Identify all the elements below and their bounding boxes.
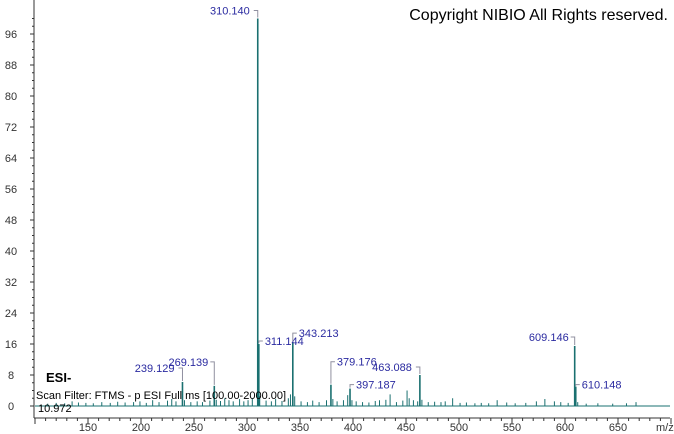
x-tick-label: 400 — [344, 422, 362, 434]
axes: 0 8 16 24 32 40 48 56 64 72 80 88 96 150 200 250 300 350 4… — [5, 0, 672, 434]
peak-label: 269.139 — [169, 357, 209, 369]
x-tick-label: 500 — [450, 422, 468, 434]
y-tick-label: 8 — [8, 370, 14, 382]
y-tick-label: 96 — [5, 29, 17, 41]
y-tick-label: 32 — [5, 277, 17, 289]
y-tick-label: 40 — [5, 246, 17, 258]
peak-label: 239.129 — [135, 363, 175, 375]
x-tick-label: 300 — [238, 422, 256, 434]
scan-filter-text: Scan Filter: FTMS - p ESI Full ms [100.0… — [36, 390, 286, 402]
peak-label: 310.140 — [210, 6, 250, 18]
y-tick-label: 24 — [5, 308, 17, 320]
x-tick-label: 550 — [503, 422, 521, 434]
x-tick-label: 450 — [397, 422, 415, 434]
peak-label: 343.213 — [299, 328, 339, 340]
peak-label: 610.148 — [582, 380, 622, 392]
x-tick-label: 150 — [79, 422, 97, 434]
y-tick-label: 80 — [5, 91, 17, 103]
copyright-text: Copyright NIBIO All Rights reserved. — [409, 7, 668, 24]
x-tick-label: 250 — [185, 422, 203, 434]
peak-label-leader — [570, 336, 576, 345]
y-tick-label: 56 — [5, 184, 17, 196]
peak-label-leader — [258, 340, 263, 343]
retention-time-text: 10.972 — [38, 403, 72, 415]
peak-label: 379.176 — [337, 357, 377, 369]
y-tick-label: 48 — [5, 215, 17, 227]
y-tick-label: 88 — [5, 60, 17, 72]
peak-label: 609.146 — [529, 332, 569, 344]
y-tick-label: 72 — [5, 122, 17, 134]
y-tick-label: 0 — [8, 401, 14, 413]
peak-label-leader — [575, 384, 580, 386]
x-tick-label: 650 — [609, 422, 627, 434]
x-tick-label: 200 — [132, 422, 150, 434]
y-tick-label: 16 — [5, 339, 17, 351]
peaks — [35, 18, 670, 407]
y-tick-label: 64 — [5, 153, 17, 165]
peak-label: 397.187 — [356, 380, 396, 392]
x-tick-label: 600 — [556, 422, 574, 434]
ionization-mode-label: ESI- — [46, 370, 71, 385]
peak-label-leader — [292, 332, 297, 342]
peak-label-leader — [349, 384, 355, 388]
peak-label: 311.144 — [265, 336, 304, 348]
peak-label-leader — [253, 10, 259, 18]
peak-label-leader — [210, 361, 215, 385]
peak-label-leader — [178, 367, 183, 381]
x-tick-label: 350 — [291, 422, 309, 434]
x-axis-label: m/z — [656, 422, 674, 434]
peak-label-leader — [415, 366, 421, 374]
peak-label-leader — [330, 361, 335, 384]
peak-label: 463.088 — [372, 362, 412, 374]
